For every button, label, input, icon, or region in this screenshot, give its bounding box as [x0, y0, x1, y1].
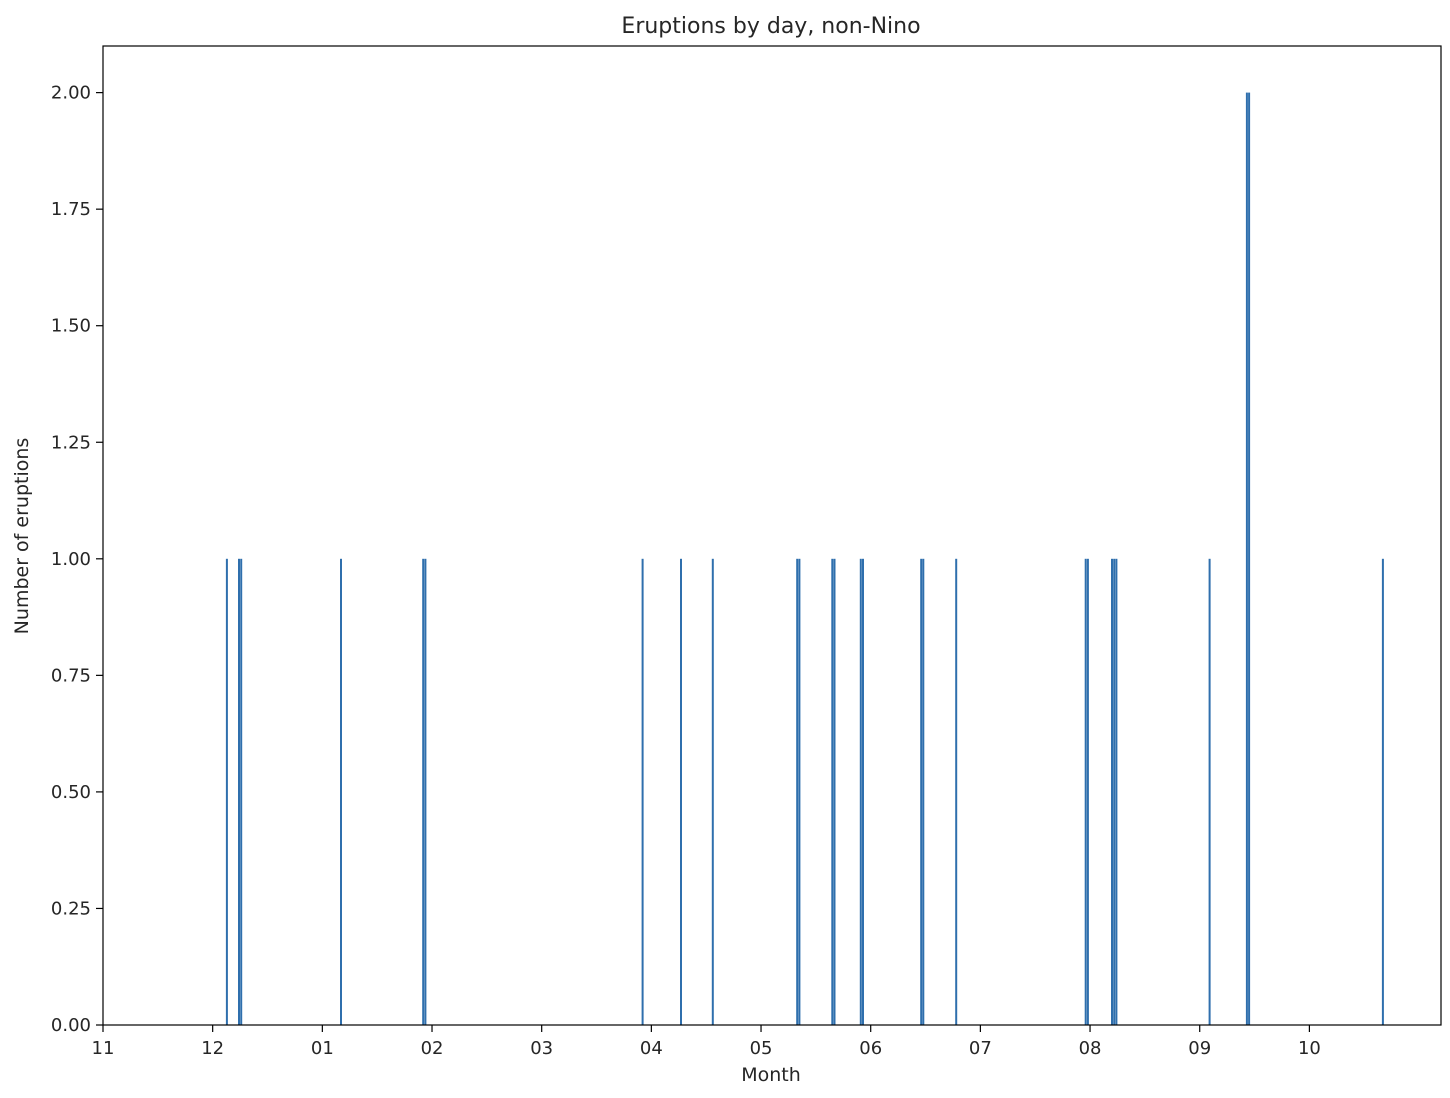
bar-6	[641, 558, 644, 1025]
bar-0	[225, 558, 228, 1025]
bar-17	[955, 558, 958, 1025]
bar-23	[1208, 558, 1211, 1025]
x-tick-label-6: 05	[750, 1038, 773, 1059]
y-tick-label-4: 1.00	[51, 549, 91, 570]
bar-22	[1115, 558, 1118, 1025]
plot-frame	[102, 45, 1442, 1026]
x-tick-label-8: 07	[969, 1038, 992, 1059]
x-tick-label-4: 03	[530, 1038, 553, 1059]
bar-25	[1248, 92, 1251, 1026]
y-tick-label-0: 0.00	[51, 1015, 91, 1036]
bars-group	[225, 92, 1384, 1026]
bar-10	[798, 558, 801, 1025]
chart-title: Eruptions by day, non-Nino	[621, 14, 920, 39]
bar-20	[1111, 558, 1113, 1025]
bar-21	[1113, 558, 1116, 1025]
bar-19	[1086, 558, 1089, 1025]
x-tick-label-9: 08	[1079, 1038, 1102, 1059]
bar-3	[340, 558, 342, 1025]
bar-18	[1084, 558, 1087, 1025]
y-axis: 0.00 0.25 0.50 0.75 1.00 1.25 1.50 1.75 2.00	[51, 83, 103, 1036]
y-tick-label-2: 0.50	[51, 782, 91, 803]
x-tick-label-11: 10	[1298, 1038, 1321, 1059]
x-tick-label-0: 11	[92, 1038, 115, 1059]
bar-8	[711, 558, 714, 1025]
bar-26	[1381, 558, 1384, 1025]
x-tick-label-3: 02	[421, 1038, 444, 1059]
x-tick-label-5: 04	[640, 1038, 663, 1059]
bar-1	[238, 558, 240, 1025]
y-tick-label-3: 0.75	[51, 665, 91, 686]
y-axis-label: Number of eruptions	[11, 438, 33, 635]
bar-16	[922, 558, 925, 1025]
bar-11	[831, 558, 834, 1025]
x-axis: 11 12 01 02 03 04 05 06 07 08 09 10	[92, 1025, 1321, 1059]
y-tick-label-7: 1.75	[51, 199, 91, 220]
bar-15	[920, 558, 923, 1025]
bar-4	[422, 558, 425, 1025]
bar-12	[833, 558, 836, 1025]
bar-5	[424, 558, 427, 1025]
y-tick-label-1: 0.25	[51, 898, 91, 919]
y-tick-label-5: 1.25	[51, 432, 91, 453]
x-axis-label: Month	[741, 1064, 801, 1086]
x-tick-label-2: 01	[311, 1038, 334, 1059]
bar-13	[859, 558, 862, 1025]
bar-7	[680, 558, 682, 1025]
bar-14	[862, 558, 864, 1025]
bar-9	[796, 558, 799, 1025]
x-tick-label-10: 09	[1188, 1038, 1211, 1059]
y-tick-label-8: 2.00	[51, 83, 91, 104]
bar-24	[1245, 92, 1248, 1026]
x-tick-label-7: 06	[859, 1038, 882, 1059]
x-tick-label-1: 12	[201, 1038, 224, 1059]
y-tick-label-6: 1.50	[51, 316, 91, 337]
bar-2	[240, 558, 243, 1025]
